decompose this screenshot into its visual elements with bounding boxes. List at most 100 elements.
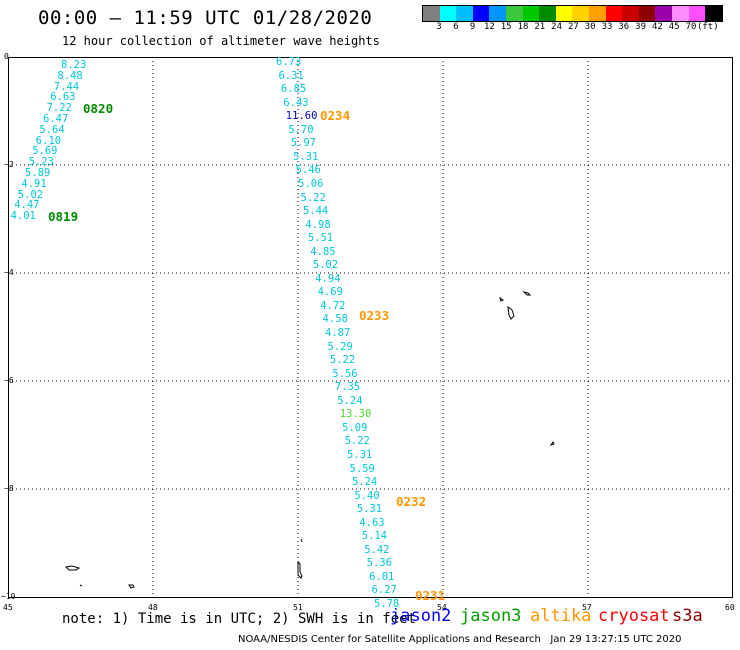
wave-height-label: 7.44 bbox=[53, 80, 80, 93]
wave-height-label: 5.36 bbox=[366, 557, 392, 570]
pass-time-label: 0232 bbox=[396, 494, 427, 509]
chart-title: 00:00 – 11:59 UTC 01/28/2020 bbox=[38, 7, 373, 29]
color-scale-label: 45 bbox=[668, 22, 680, 32]
wave-height-label: 5.69 bbox=[32, 145, 58, 158]
wave-height-label: 5.70 bbox=[288, 123, 314, 136]
y-tick-label: −4 bbox=[4, 268, 14, 277]
color-scale-label: 12 bbox=[483, 22, 495, 32]
color-swatch bbox=[588, 6, 606, 21]
wave-height-label: 4.98 bbox=[305, 218, 331, 231]
wave-height-label: 5.24 bbox=[351, 476, 378, 489]
satellite-legend-cryosat: cryosat bbox=[598, 606, 670, 626]
color-swatch bbox=[505, 6, 523, 21]
wave-height-label: 4.87 bbox=[325, 327, 351, 339]
wave-height-label: 4.47 bbox=[14, 199, 40, 212]
x-tick-label: 60 bbox=[725, 603, 735, 612]
wave-height-label: 6.31 bbox=[278, 69, 304, 82]
color-swatch bbox=[489, 6, 506, 21]
wave-height-label: 5.31 bbox=[347, 448, 373, 461]
x-tick-label: 45 bbox=[3, 603, 13, 612]
wave-height-label: 5.09 bbox=[342, 421, 368, 434]
pass-time-label: 0231 bbox=[415, 588, 446, 603]
color-scale-label: 24 bbox=[551, 22, 563, 32]
coastlines bbox=[64, 291, 555, 589]
color-scale-label: 3 bbox=[436, 22, 442, 32]
wave-height-label: 5.56 bbox=[332, 367, 358, 380]
y-tick-label: −6 bbox=[4, 376, 14, 385]
color-swatch bbox=[423, 6, 440, 21]
wave-height-label: 8.23 bbox=[61, 59, 87, 71]
wave-height-label: 5.59 bbox=[349, 462, 375, 475]
color-scale-bar bbox=[422, 5, 723, 22]
wave-height-label: 5.31 bbox=[356, 503, 383, 516]
color-scale-label: 6 bbox=[453, 22, 459, 32]
color-scale-label: 39 bbox=[635, 22, 647, 32]
color-swatch bbox=[456, 6, 473, 21]
wave-height-label: 5.31 bbox=[293, 150, 319, 163]
wave-height-label: 4.85 bbox=[310, 245, 336, 258]
color-scale-label: 33 bbox=[601, 22, 613, 32]
wave-height-label: 5.46 bbox=[295, 164, 321, 177]
color-swatch bbox=[539, 6, 556, 21]
color-scale-label: 18 bbox=[517, 22, 529, 32]
color-scale-label: 27 bbox=[567, 22, 579, 32]
wave-height-label: 8.48 bbox=[57, 69, 83, 82]
color-scale-label: (ft) bbox=[696, 22, 719, 32]
chart-subtitle: 12 hour collection of altimeter wave hei… bbox=[62, 34, 380, 48]
wave-height-label: 5.42 bbox=[364, 543, 390, 556]
color-swatch bbox=[522, 6, 540, 21]
satellite-legend-altika: altika bbox=[530, 606, 592, 626]
grid-lines bbox=[8, 57, 733, 598]
color-scale-label: 30 bbox=[584, 22, 596, 32]
satellite-legend-jason2: jason2 bbox=[390, 606, 452, 626]
wave-height-label: 5.89 bbox=[25, 167, 51, 179]
wave-height-label: 6.10 bbox=[35, 134, 62, 147]
wave-height-label: 4.58 bbox=[322, 313, 348, 326]
wave-height-label: 5.44 bbox=[302, 205, 329, 218]
y-tick-label: −2 bbox=[4, 160, 14, 169]
color-swatch bbox=[671, 6, 689, 21]
y-tick-label: 0 bbox=[4, 52, 9, 61]
wave-height-label: 4.72 bbox=[320, 299, 346, 312]
color-scale-label: 42 bbox=[651, 22, 663, 32]
wave-height-label: 11.60 bbox=[285, 110, 318, 123]
x-tick-label: 51 bbox=[293, 603, 303, 612]
wave-height-label: 5.22 bbox=[344, 435, 370, 448]
wave-height-label: 5.78 bbox=[374, 598, 400, 610]
x-tick-label: 48 bbox=[148, 603, 158, 612]
satellite-legend-s3a: s3a bbox=[672, 606, 703, 626]
color-swatch bbox=[622, 6, 639, 21]
wave-height-label: 5.64 bbox=[39, 123, 65, 136]
x-tick-label: 54 bbox=[437, 603, 447, 612]
wave-height-label: 5.02 bbox=[312, 259, 339, 272]
satellite-legend-jason3: jason3 bbox=[460, 606, 522, 626]
pass-time-label: 0820 bbox=[83, 101, 114, 116]
wave-height-label: 13.30 bbox=[339, 408, 372, 421]
x-tick-label: 57 bbox=[582, 603, 592, 612]
wave-height-label: 6.47 bbox=[43, 113, 69, 125]
wave-height-label: 5.22 bbox=[329, 354, 356, 367]
wave-height-label: 6.63 bbox=[50, 91, 76, 104]
wave-height-label: 4.69 bbox=[317, 286, 343, 299]
color-swatch bbox=[688, 6, 706, 21]
wave-height-label: 4.63 bbox=[359, 516, 385, 529]
pass-time-label: 0233 bbox=[359, 308, 390, 323]
wave-height-label: 5.22 bbox=[300, 191, 326, 204]
footer-note: note: 1) Time is in UTC; 2) SWH is in fe… bbox=[62, 611, 417, 627]
wave-height-label: 6.27 bbox=[371, 584, 397, 597]
color-swatch bbox=[638, 6, 656, 21]
credit-text: NOAA/NESDIS Center for Satellite Applica… bbox=[238, 634, 541, 645]
wave-height-label: 7.22 bbox=[46, 102, 72, 115]
wave-height-label: 5.14 bbox=[361, 530, 388, 543]
color-scale-label: 70 bbox=[685, 22, 697, 32]
y-tick-label: −10 bbox=[1, 592, 16, 601]
pass-time-label: 0819 bbox=[48, 209, 79, 224]
color-swatch bbox=[655, 6, 672, 21]
color-swatch bbox=[572, 6, 589, 21]
color-swatch bbox=[439, 6, 457, 21]
color-scale-label: 15 bbox=[500, 22, 512, 32]
wave-height-label: 5.29 bbox=[327, 340, 353, 353]
y-tick-label: −8 bbox=[4, 484, 14, 493]
wave-height-label: 7.35 bbox=[334, 381, 361, 394]
credit-timestamp: Jan 29 13:27:15 UTC 2020 bbox=[550, 634, 682, 645]
